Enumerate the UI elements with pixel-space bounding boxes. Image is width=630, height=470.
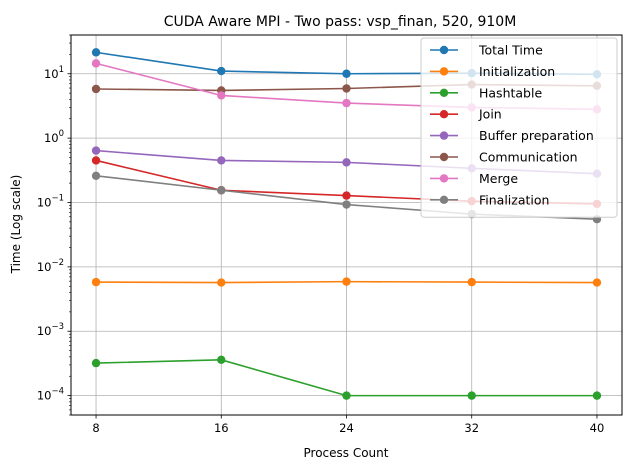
legend-marker: [439, 152, 449, 162]
legend-marker: [439, 110, 449, 119]
legend-marker: [439, 45, 449, 55]
legend-marker: [439, 131, 449, 140]
series-2: [91, 355, 602, 400]
legend-label: Initialization: [479, 64, 555, 79]
data-point: [91, 146, 101, 155]
data-point: [217, 186, 226, 195]
x-axis-label: Process Count: [304, 446, 389, 460]
data-point: [342, 200, 351, 209]
x-tick-label: 32: [464, 421, 479, 435]
data-point: [342, 98, 351, 108]
data-point: [91, 59, 101, 68]
y-tick-label: 10−2: [37, 258, 64, 274]
legend-item: Communication: [430, 150, 578, 165]
data-point: [217, 156, 226, 165]
x-axis: 8 16 24 32 40: [92, 415, 604, 435]
y-tick-label: 101: [44, 65, 64, 81]
legend-label: Hashtable: [479, 85, 542, 100]
y-tick-label: 10−3: [37, 322, 64, 338]
legend-item: Buffer preparation: [430, 128, 594, 143]
data-point: [217, 91, 226, 100]
y-axis: 10−4 10−3 10−2 10−1 100 101: [37, 34, 71, 416]
data-point: [467, 391, 476, 400]
data-point: [467, 277, 476, 287]
legend: Total Time Initialization Hashtable Join Buf…: [420, 37, 618, 218]
data-point: [342, 277, 351, 286]
data-point: [342, 69, 351, 78]
legend-item: Total Time: [430, 43, 543, 58]
x-tick-label: 16: [214, 421, 229, 435]
data-point: [217, 66, 226, 76]
data-point: [342, 84, 351, 93]
y-tick-label: 10−4: [37, 387, 64, 403]
legend-item: Initialization: [430, 64, 555, 79]
legend-label: Join: [478, 107, 502, 122]
legend-label: Merge: [479, 171, 518, 186]
data-point: [592, 278, 602, 287]
data-point: [91, 171, 101, 180]
data-point: [91, 48, 101, 57]
legend-marker: [439, 88, 449, 98]
legend-item: Join: [430, 107, 502, 122]
data-point: [342, 191, 351, 200]
x-tick-label: 8: [92, 421, 99, 435]
data-point: [217, 355, 226, 365]
legend-box: [420, 37, 618, 218]
chart-title: CUDA Aware MPI - Two pass: vsp_finan, 52…: [164, 14, 517, 30]
legend-marker: [439, 195, 449, 204]
legend-label: Buffer preparation: [479, 128, 594, 143]
data-point: [91, 84, 101, 94]
legend-item: Merge: [430, 171, 518, 186]
legend-label: Communication: [479, 150, 578, 165]
y-axis-label: Time (Log scale): [9, 175, 23, 275]
x-tick-label: 24: [339, 421, 354, 435]
data-point: [91, 358, 101, 368]
legend-item: Hashtable: [430, 85, 542, 100]
data-point: [91, 156, 101, 165]
data-point: [91, 277, 101, 287]
y-tick-label: 100: [44, 129, 64, 145]
legend-item: Finalization: [430, 192, 549, 207]
data-point: [342, 391, 351, 400]
legend-marker: [439, 67, 449, 76]
legend-label: Finalization: [479, 192, 549, 207]
y-tick-label: 10−1: [37, 194, 64, 210]
series-1: [91, 277, 602, 287]
data-point: [592, 391, 602, 400]
legend-label: Total Time: [478, 43, 543, 58]
x-tick-label: 40: [590, 421, 605, 435]
data-point: [342, 158, 351, 167]
data-point: [217, 278, 226, 287]
legend-marker: [439, 174, 449, 183]
